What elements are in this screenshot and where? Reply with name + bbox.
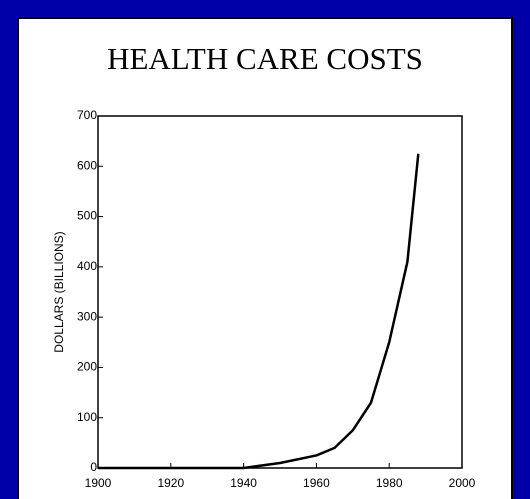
y-axis-label: DOLLARS (BILLIONS): [52, 231, 66, 352]
y-tick-label: 100: [77, 410, 97, 424]
line: [98, 153, 420, 470]
x-tick-label: 1900: [85, 476, 112, 490]
x-tick-label: 2000: [449, 476, 476, 490]
y-tick-label: 300: [77, 309, 97, 323]
plot-frame: [97, 115, 463, 469]
y-tick-label: 600: [77, 158, 97, 172]
x-tick-label: 1980: [376, 476, 403, 490]
x-tick-label: 1920: [157, 476, 184, 490]
y-tick-label: 200: [77, 360, 97, 374]
y-tick-label: 0: [90, 460, 97, 474]
x-tick-label: 1940: [230, 476, 257, 490]
panel: [17, 17, 513, 499]
chart-title: HEALTH CARE COSTS: [107, 41, 423, 76]
y-tick-label: 400: [77, 259, 97, 273]
y-tick-label: 700: [77, 108, 97, 122]
x-tick-label: 1960: [303, 476, 330, 490]
y-tick-label: 500: [77, 209, 97, 223]
